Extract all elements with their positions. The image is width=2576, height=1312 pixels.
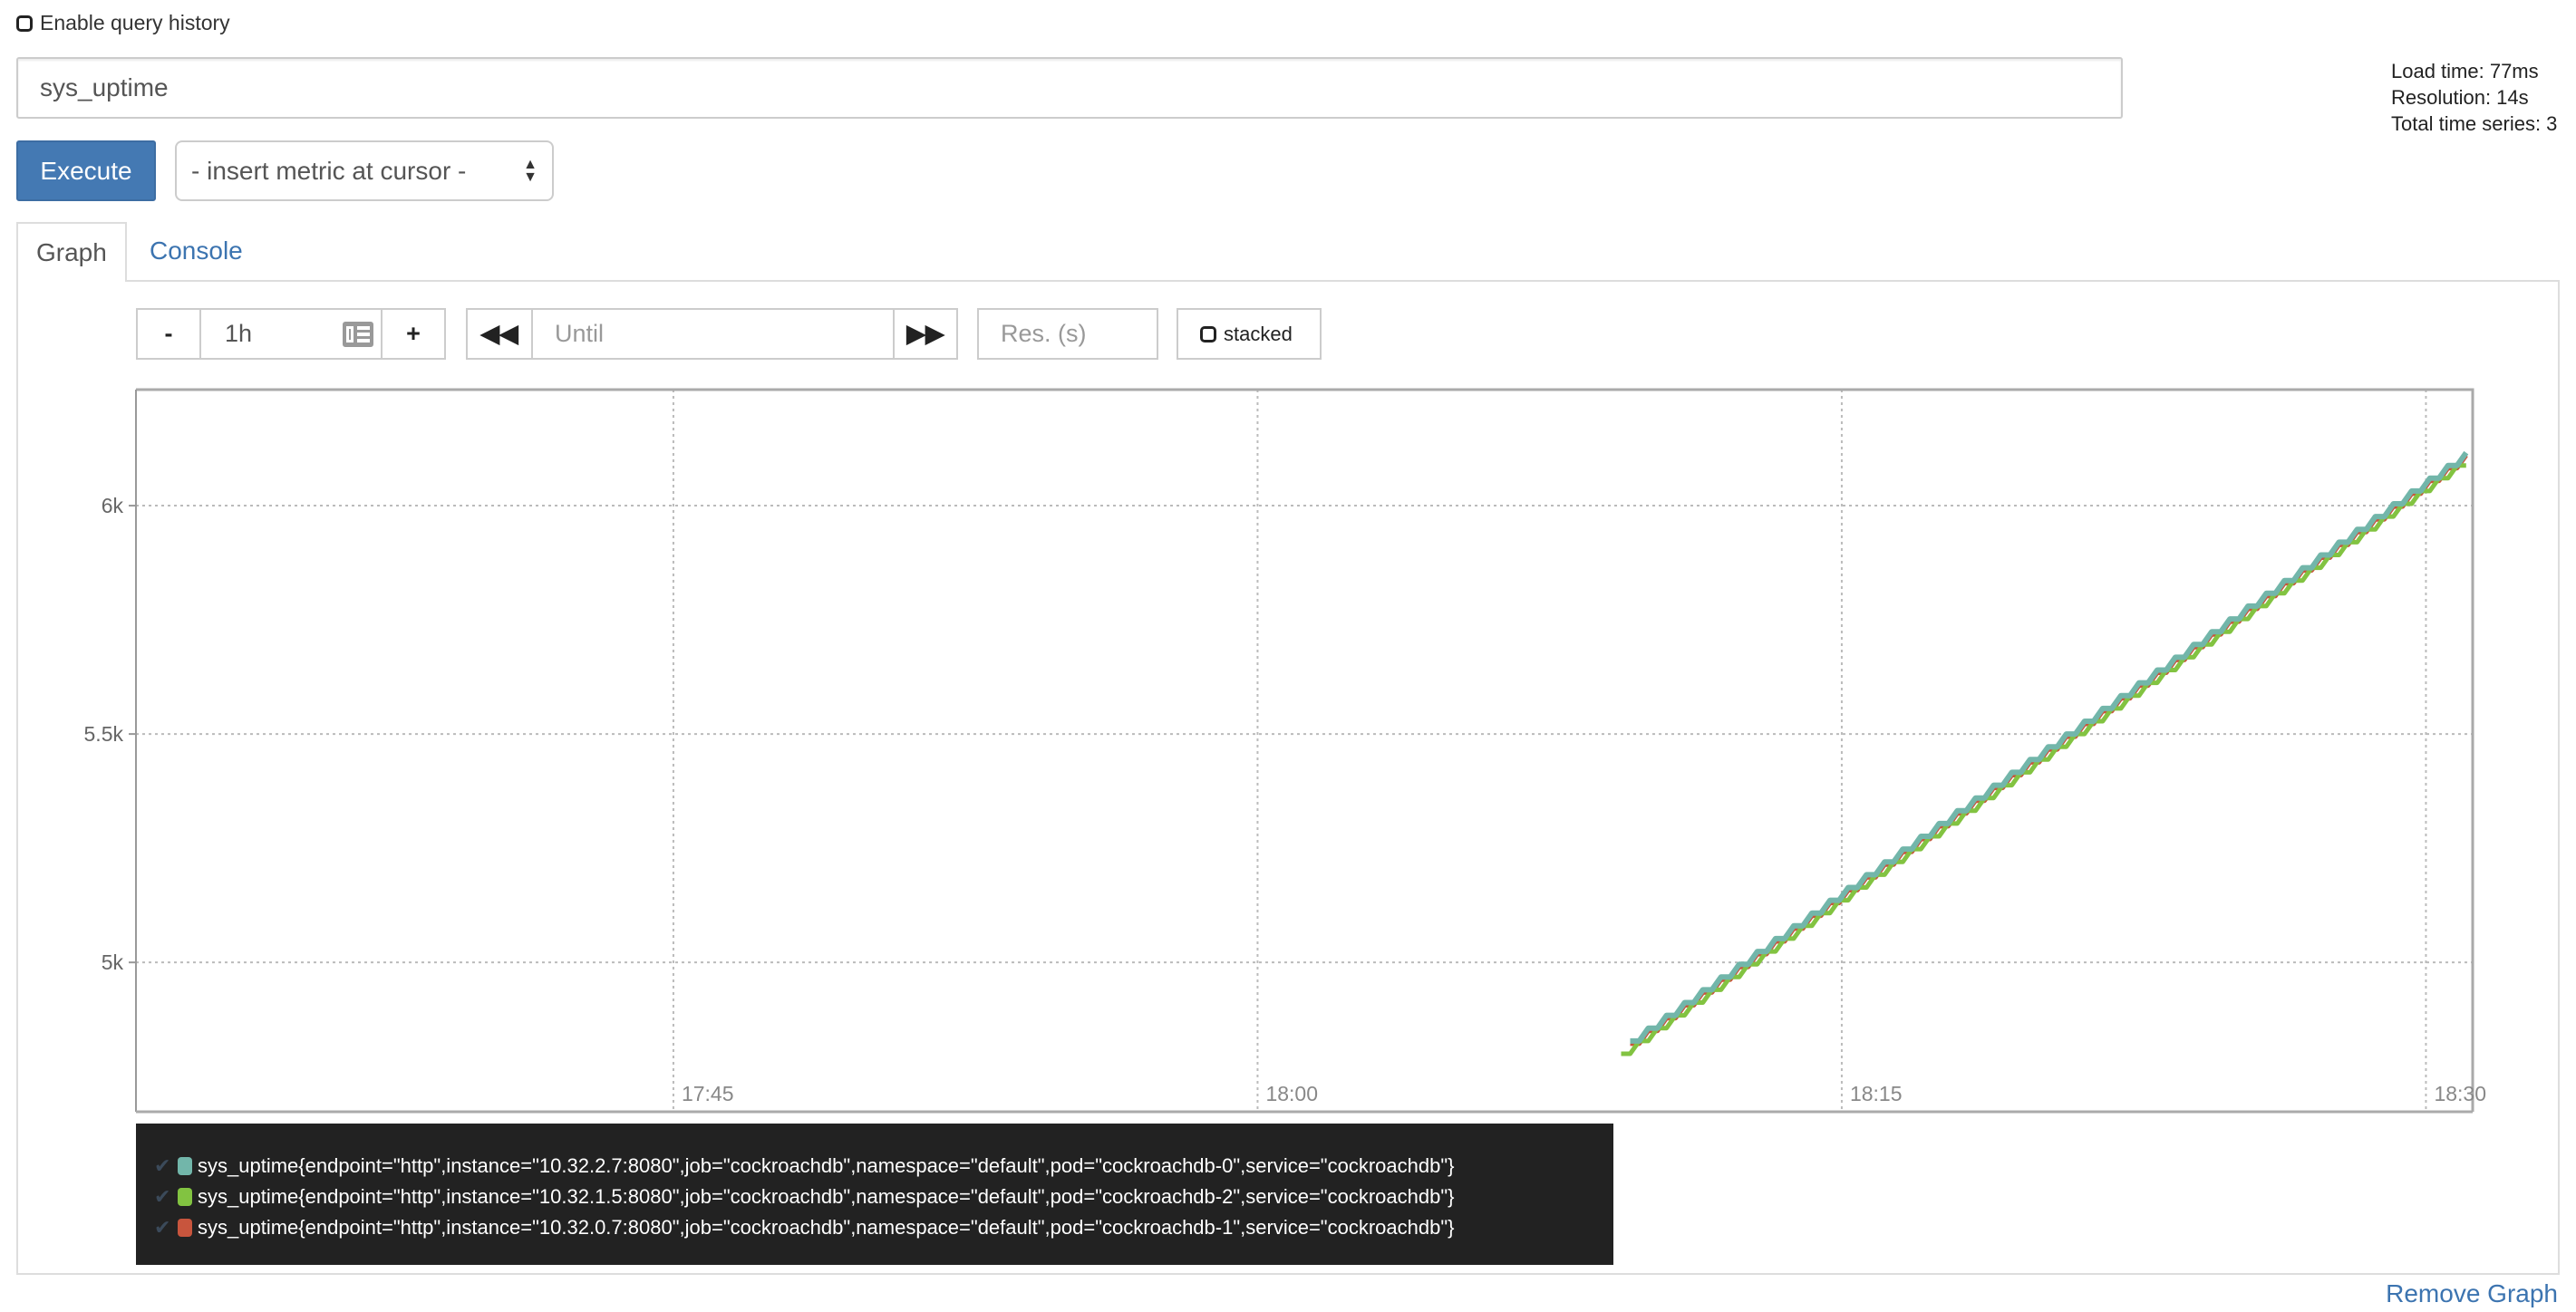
enable-query-history-checkbox[interactable]: Enable query history [16,11,230,35]
y-tick-label: 6k [102,494,124,517]
y-tick-label: 5k [102,950,124,974]
insert-metric-select[interactable]: - insert metric at cursor - ▲ ▼ [175,140,554,201]
total-time-series: Total time series: 3 [2391,112,2558,135]
series-swatch [178,1188,192,1206]
until-input[interactable]: Until [531,308,895,360]
query-history-label: Enable query history [40,11,230,34]
checkbox-icon[interactable] [16,14,33,32]
legend-item[interactable]: ✔ sys_uptime{endpoint="http",instance="10… [154,1212,1595,1243]
series-line [1621,463,2466,1056]
calendar-icon[interactable] [343,321,373,347]
check-icon[interactable]: ✔ [154,1216,171,1239]
series-swatch [178,1157,192,1175]
x-tick-label: 18:30 [2434,1082,2486,1105]
x-tick-label: 18:00 [1265,1082,1318,1105]
check-icon[interactable]: ✔ [154,1185,171,1208]
x-tick-label: 17:45 [682,1082,734,1105]
stacked-toggle[interactable]: stacked [1177,308,1322,360]
series-swatch [178,1219,192,1237]
graph-panel [16,280,2560,1275]
tab-graph[interactable]: Graph [16,222,127,282]
resolution-input[interactable]: Res. (s) [977,308,1158,360]
y-tick-label: 5.5k [84,722,124,746]
legend-label: sys_uptime{endpoint="http",instance="10.… [198,1154,1455,1177]
legend: ✔ sys_uptime{endpoint="http",instance="10… [136,1124,1613,1265]
execute-button[interactable]: Execute [16,140,156,201]
resolution: Resolution: 14s [2391,86,2529,109]
increase-range-button[interactable]: + [381,308,446,360]
checkbox-icon [1200,325,1216,342]
query-stats: Load time: 77ms Resolution: 14s Total ti… [2391,58,2557,137]
stacked-label: stacked [1224,322,1293,345]
range-input[interactable]: 1h [199,308,383,360]
expression-input[interactable] [16,57,2123,119]
check-icon[interactable]: ✔ [154,1154,171,1177]
load-time: Load time: 77ms [2391,60,2539,82]
insert-metric-selected: - insert metric at cursor - [191,156,467,185]
remove-graph-link[interactable]: Remove Graph [2386,1279,2558,1307]
legend-label: sys_uptime{endpoint="http",instance="10.… [198,1185,1455,1208]
legend-item[interactable]: ✔ sys_uptime{endpoint="http",instance="10… [154,1182,1595,1212]
series-line [1630,450,2469,1044]
x-tick-label: 18:15 [1850,1082,1903,1105]
legend-label: sys_uptime{endpoint="http",instance="10.… [198,1216,1455,1239]
legend-item[interactable]: ✔ sys_uptime{endpoint="http",instance="10… [154,1151,1595,1182]
tab-console[interactable]: Console [150,236,243,265]
range-value: 1h [225,320,253,347]
select-arrows-icon: ▲ ▼ [523,156,537,185]
fast-forward-icon[interactable]: ▶▶ [893,308,958,360]
plot-border [136,388,2474,1112]
